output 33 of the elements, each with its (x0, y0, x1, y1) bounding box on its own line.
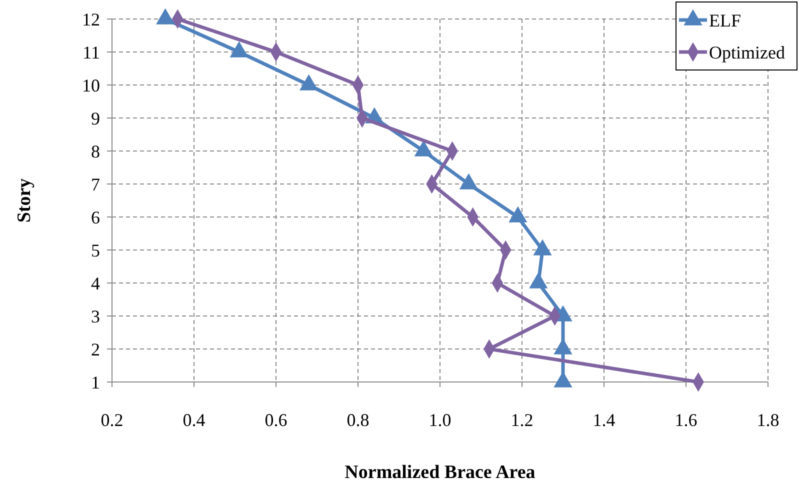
y-tick-label: 3 (91, 306, 100, 326)
y-tick-label: 11 (82, 42, 100, 62)
point (414, 140, 433, 156)
y-tick-label: 5 (91, 240, 100, 260)
y-tick-label: 4 (91, 273, 100, 294)
x-tick-label: 1.6 (674, 410, 698, 430)
y-tick-label: 9 (91, 108, 100, 128)
x-tick-label: 1.0 (428, 410, 452, 430)
point (299, 74, 318, 90)
y-tick-label: 12 (82, 9, 100, 30)
point (230, 41, 248, 58)
x-tick-label: 1.4 (592, 410, 616, 430)
x-tick-label: 0.8 (346, 410, 370, 430)
y-tick-label: 2 (91, 339, 100, 360)
point (529, 272, 548, 288)
legend-label: Optimized (709, 42, 785, 62)
y-tick-label: 6 (91, 207, 100, 228)
x-tick-label: 1.8 (756, 410, 780, 430)
legend-label: ELF (709, 10, 742, 30)
point (156, 8, 175, 24)
x-tick-label: 0.2 (100, 410, 124, 430)
y-tick-label: 7 (91, 174, 100, 194)
point (459, 173, 478, 190)
y-axis-title: Story (14, 178, 35, 223)
x-tick-label: 0.4 (182, 410, 206, 430)
point (533, 239, 552, 256)
point (508, 206, 528, 222)
x-tick-label: 1.2 (510, 410, 534, 430)
y-tick-label: 10 (82, 75, 100, 96)
y-tick-label: 8 (91, 141, 100, 162)
y-tick-label: 1 (91, 372, 100, 392)
x-tick-label: 0.6 (264, 410, 288, 430)
x-axis-title: Normalized Brace Area (344, 462, 536, 483)
